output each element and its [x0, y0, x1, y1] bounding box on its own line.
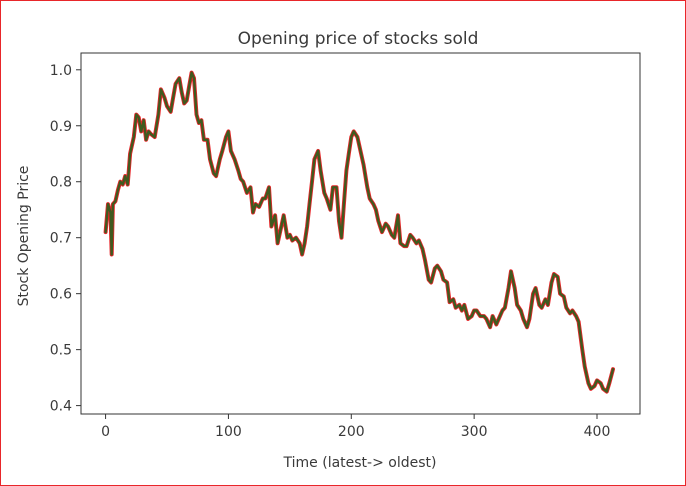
chart-title: Opening price of stocks sold [238, 29, 479, 49]
x-tick-label: 0 [101, 424, 110, 440]
x-tick-label: 200 [338, 424, 365, 440]
y-axis-label: Stock Opening Price [16, 166, 32, 307]
y-tick-label: 1.0 [50, 63, 72, 79]
y-tick-label: 0.4 [50, 399, 72, 415]
series-line-red [103, 70, 615, 394]
y-tick-label: 0.6 [50, 287, 72, 303]
y-tick-label: 0.9 [50, 119, 72, 135]
x-tick-label: 400 [584, 424, 611, 440]
axis-ticks: 0 100 200 300 400 0.4 0.5 0.6 0.7 0.8 0.9 1.0 [50, 63, 611, 440]
x-tick-label: 100 [215, 424, 242, 440]
series-line-green [104, 71, 615, 393]
y-tick-label: 0.5 [50, 343, 72, 359]
y-tick-label: 0.7 [50, 231, 72, 247]
x-axis-label: Time (latest-> oldest) [283, 455, 437, 471]
series-layer [103, 70, 615, 394]
x-tick-label: 300 [461, 424, 488, 440]
plot-area [80, 52, 641, 415]
y-tick-label: 0.8 [50, 175, 72, 191]
